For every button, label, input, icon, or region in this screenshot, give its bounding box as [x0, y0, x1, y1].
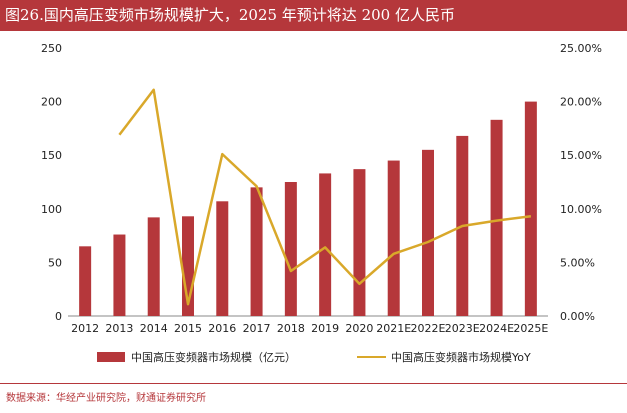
bar — [319, 173, 332, 316]
x-tick-label: 2023E — [445, 322, 480, 335]
bar — [353, 169, 366, 316]
source-note: 数据来源：华经产业研究院，财通证券研究所 — [0, 383, 627, 413]
bar — [524, 101, 537, 316]
x-tick-label: 2021E — [376, 322, 411, 335]
x-tick-label: 2014 — [140, 322, 168, 335]
legend-bar-label: 中国高压变频器市场规模（亿元） — [131, 350, 296, 364]
line-series — [118, 88, 532, 306]
x-tick-label: 2016 — [208, 322, 236, 335]
chart-title: 图26.国内高压变频市场规模扩大，2025 年预计将达 200 亿人民币 — [0, 0, 627, 31]
right-tick-label: 5.00% — [560, 256, 595, 269]
right-tick-label: 0.00% — [560, 310, 595, 323]
right-tick-label: 20.00% — [560, 96, 602, 109]
x-tick-label: 2017 — [243, 322, 271, 335]
x-tick-label: 2015 — [174, 322, 202, 335]
left-tick-label: 0 — [55, 310, 62, 323]
x-tick-label: 2012 — [71, 322, 99, 335]
right-tick-label: 25.00% — [560, 42, 602, 55]
x-axis: 2012 2013 2014 2015 2016 2017 2018 2019 2020 2021… — [71, 322, 548, 335]
left-tick-label: 250 — [41, 42, 62, 55]
bar — [422, 149, 434, 316]
bar — [284, 182, 297, 316]
x-tick-label: 2020 — [345, 322, 373, 335]
left-tick-label: 50 — [48, 256, 62, 269]
bar — [216, 201, 229, 316]
right-axis: 0.00% 5.00% 10.00% 15.00% 20.00% 25.00% — [560, 42, 602, 323]
x-tick-label: 2013 — [105, 322, 133, 335]
yoy-line — [118, 88, 532, 306]
x-tick-label: 2024E — [479, 322, 514, 335]
x-tick-label: 2018 — [277, 322, 305, 335]
bar — [490, 119, 503, 316]
legend-line-label: 中国高压变频器市场规模YoY — [391, 350, 531, 364]
x-tick-label: 2022E — [411, 322, 446, 335]
left-axis: 0 50 100 150 200 250 — [41, 42, 62, 323]
bar — [387, 160, 400, 316]
legend: 中国高压变频器市场规模（亿元） 中国高压变频器市场规模YoY — [97, 350, 531, 364]
left-tick-label: 150 — [41, 149, 62, 162]
right-tick-label: 10.00% — [560, 203, 602, 216]
chart-svg: 0 50 100 150 200 250 0.00% 5.00% 10.00% 15.00% 20… — [41, 42, 602, 364]
x-tick-label: 2025E — [513, 322, 548, 335]
bar — [79, 246, 92, 316]
x-tick-label: 2019 — [311, 322, 339, 335]
bar — [250, 187, 263, 316]
legend-bar-swatch — [97, 352, 125, 362]
bar — [113, 234, 126, 316]
left-tick-label: 100 — [41, 203, 62, 216]
bar-series — [79, 101, 537, 316]
left-tick-label: 200 — [41, 96, 62, 109]
bar — [147, 217, 160, 316]
right-tick-label: 15.00% — [560, 149, 602, 162]
